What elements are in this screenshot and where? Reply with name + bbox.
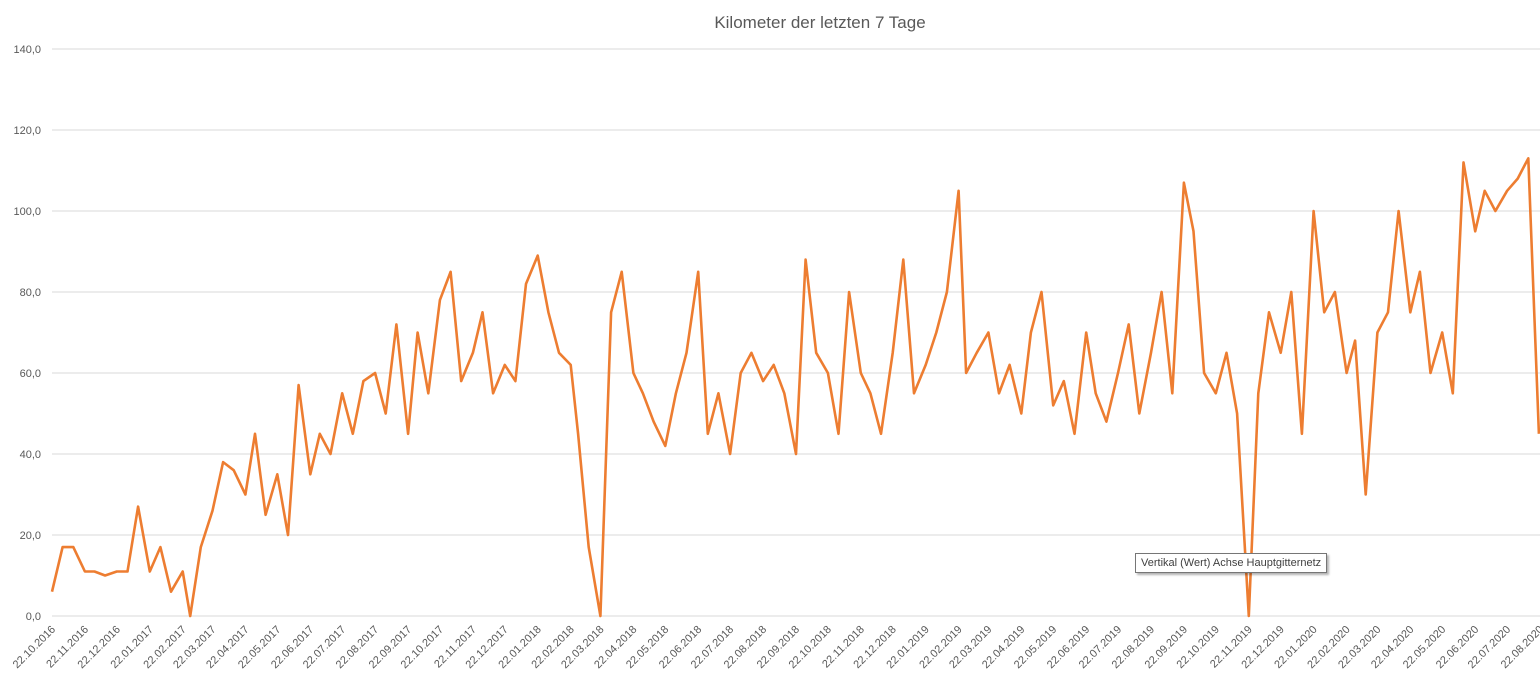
tooltip: Vertikal (Wert) Achse Hauptgitternetz — [1135, 553, 1328, 573]
y-tick-label: 140,0 — [13, 44, 41, 56]
y-tick-label: 40,0 — [20, 449, 41, 461]
y-tick-label: 0,0 — [26, 611, 41, 623]
y-tick-label: 80,0 — [20, 287, 41, 299]
x-axis-labels: 22.10.201622.11.201622.12.201622.01.2017… — [11, 624, 1540, 671]
y-tick-label: 100,0 — [13, 206, 41, 218]
series-line — [50, 157, 1540, 618]
y-tick-label: 20,0 — [20, 530, 41, 542]
chart-title: Kilometer der letzten 7 Tage — [714, 13, 925, 32]
y-axis-labels: 0,0 20,0 40,0 60,0 80,0 100,0 120,0 140,0 — [13, 44, 41, 623]
gridlines — [52, 48, 1540, 617]
y-tick-label: 120,0 — [13, 125, 41, 137]
y-tick-label: 60,0 — [20, 368, 41, 380]
